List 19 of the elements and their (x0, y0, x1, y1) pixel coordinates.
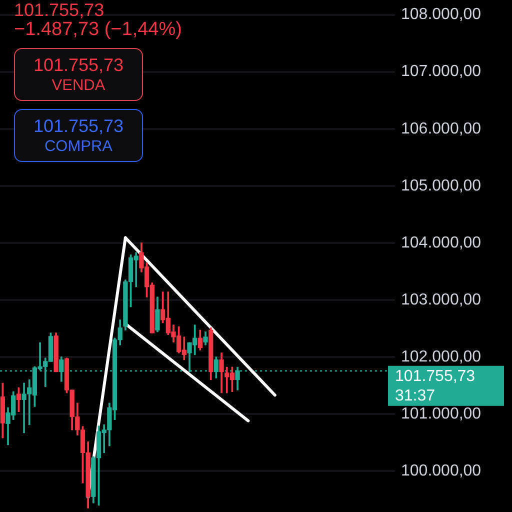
y-tick-label: 105.000,00 (401, 177, 482, 194)
annotation: VENDA (52, 76, 106, 96)
annotation: 101.755,73 (33, 54, 124, 76)
y-tick-label: 101.000,00 (401, 405, 482, 422)
y-tick-label: 104.000,00 (401, 234, 482, 252)
annotation: 31:37 (395, 388, 436, 404)
sell-button: 101.755,73 VENDA (14, 48, 143, 101)
text: −1.487,73 (−1,44%) (14, 19, 182, 40)
annotation: COMPRA (44, 136, 113, 156)
ref-line-label: 101.755,73 (395, 368, 476, 385)
buy-button: 101.755,73 COMPRA (14, 109, 143, 162)
y-tick-label: 100.000,00 (401, 462, 482, 480)
y-tick-label: 103.000,00 (401, 291, 482, 308)
annotation: 101.755,73 (33, 114, 124, 136)
y-tick-label: 108.000,00 (401, 6, 482, 24)
y-tick-label: 107.000,00 (401, 63, 482, 80)
chart-title: 101.755,73 (14, 0, 104, 20)
y-tick-label: 106.000,00 (401, 120, 482, 138)
y-tick-label: 102.000,00 (401, 348, 482, 366)
